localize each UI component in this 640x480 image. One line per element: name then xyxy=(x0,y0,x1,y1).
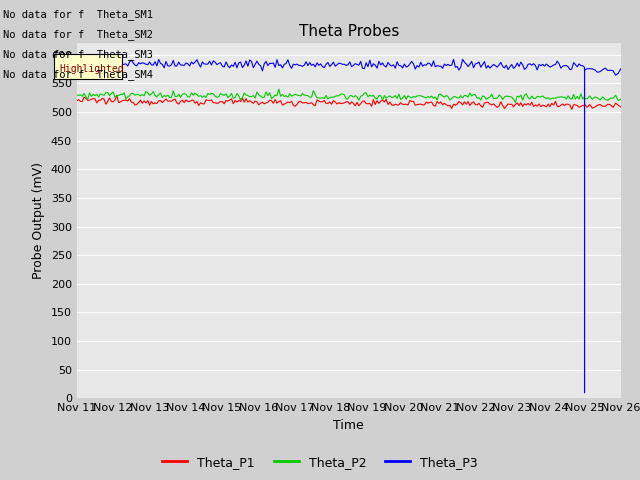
Text: Highlighted: Highlighted xyxy=(60,64,124,74)
Legend: Theta_P1, Theta_P2, Theta_P3: Theta_P1, Theta_P2, Theta_P3 xyxy=(157,451,483,474)
X-axis label: Time: Time xyxy=(333,419,364,432)
Text: No data for f  Theta_SM4: No data for f Theta_SM4 xyxy=(3,69,153,80)
Y-axis label: Probe Output (mV): Probe Output (mV) xyxy=(32,162,45,279)
Text: No data for f  Theta_SM2: No data for f Theta_SM2 xyxy=(3,29,153,40)
Text: No data for f  Theta_SM3: No data for f Theta_SM3 xyxy=(3,49,153,60)
Text: No data for f  Theta_SM1: No data for f Theta_SM1 xyxy=(3,9,153,20)
Title: Theta Probes: Theta Probes xyxy=(299,24,399,39)
